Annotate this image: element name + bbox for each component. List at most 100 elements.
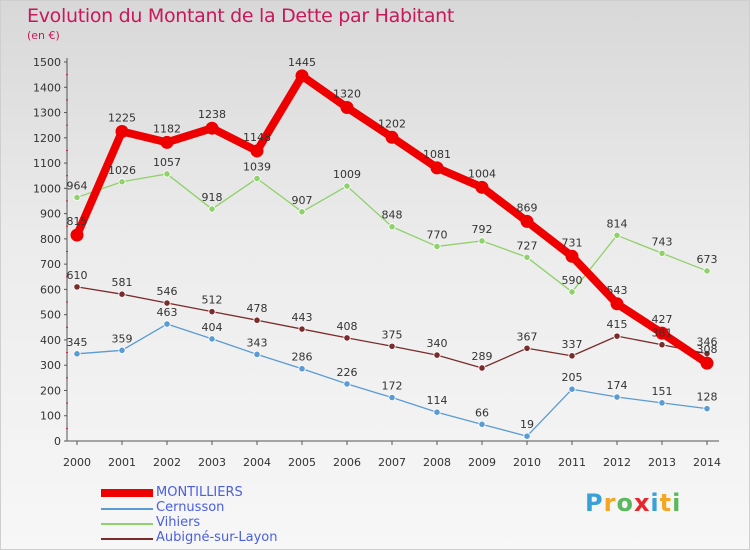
data-point-vihiers: [208, 205, 216, 213]
legend-swatch: [101, 523, 153, 525]
data-label-cernusson: 463: [157, 306, 178, 319]
logo-letter: o: [616, 489, 634, 517]
data-label-vihiers: 1057: [153, 156, 181, 169]
data-point-aubign-sur-layon: [388, 342, 396, 350]
legend-swatch: [101, 538, 153, 540]
data-label-vihiers: 814: [607, 217, 628, 230]
data-label-vihiers: 1039: [243, 160, 271, 173]
y-tick-label: 0: [54, 435, 61, 448]
data-label-cernusson: 404: [202, 321, 223, 334]
data-point-montilliers: [610, 297, 624, 311]
data-label-vihiers: 1026: [108, 164, 136, 177]
y-tick-label: 300: [40, 359, 61, 372]
x-tick-label: 2014: [693, 456, 721, 469]
data-label-aubign-sur-layon: 546: [157, 285, 178, 298]
data-label-montilliers: 543: [607, 284, 628, 297]
data-point-montilliers: [205, 121, 219, 135]
data-label-montilliers: 1320: [333, 87, 361, 100]
y-tick-label: 1000: [33, 182, 61, 195]
x-tick-label: 2006: [333, 456, 361, 469]
data-point-vihiers: [478, 237, 486, 245]
data-label-vihiers: 792: [472, 223, 493, 236]
data-label-montilliers: 815: [67, 215, 88, 228]
legend-swatch: [101, 508, 153, 510]
data-label-cernusson: 226: [337, 366, 358, 379]
data-point-cernusson: [703, 405, 711, 413]
y-tick-label: 1200: [33, 132, 61, 145]
y-tick-label: 700: [40, 258, 61, 271]
data-point-cernusson: [118, 346, 126, 354]
data-label-vihiers: 964: [67, 179, 88, 192]
data-label-montilliers: 1445: [288, 56, 316, 69]
logo-letter: x: [633, 489, 651, 517]
data-label-montilliers: 1238: [198, 108, 226, 121]
data-label-vihiers: 848: [382, 209, 403, 222]
x-tick-label: 2008: [423, 456, 451, 469]
data-label-vihiers: 673: [697, 253, 718, 266]
data-point-montilliers: [700, 356, 714, 370]
data-label-montilliers: 1202: [378, 117, 406, 130]
data-label-montilliers: 427: [652, 313, 673, 326]
data-point-cernusson: [298, 365, 306, 373]
data-label-cernusson: 174: [607, 379, 628, 392]
data-point-vihiers: [658, 249, 666, 257]
y-tick-label: 200: [40, 384, 61, 397]
y-tick-label: 900: [40, 208, 61, 221]
logo-letter: i: [672, 489, 682, 517]
unit-label: (en €): [27, 29, 60, 42]
data-point-vihiers: [163, 170, 171, 178]
data-label-aubign-sur-layon: 375: [382, 328, 403, 341]
data-point-cernusson: [343, 380, 351, 388]
x-tick-label: 2013: [648, 456, 676, 469]
data-point-aubign-sur-layon: [298, 325, 306, 333]
data-label-montilliers: 308: [697, 343, 718, 356]
x-tick-label: 2012: [603, 456, 631, 469]
y-tick-label: 600: [40, 283, 61, 296]
data-label-aubign-sur-layon: 443: [292, 311, 313, 324]
data-point-montilliers: [115, 124, 129, 138]
data-point-montilliers: [70, 228, 84, 242]
legend-label: Cernusson: [156, 500, 225, 515]
data-label-vihiers: 727: [517, 239, 538, 252]
data-label-cernusson: 286: [292, 351, 313, 364]
y-tick-label: 1400: [33, 81, 61, 94]
y-tick-label: 800: [40, 233, 61, 246]
line-chart: 0 100 200 300 400 500 600 700 800 900 1000 1100 1200…: [33, 56, 721, 469]
data-point-vihiers: [433, 242, 441, 251]
y-tick-label: 400: [40, 334, 61, 347]
data-point-aubign-sur-layon: [163, 299, 171, 307]
x-tick-label: 2001: [108, 456, 136, 469]
data-point-aubign-sur-layon: [118, 290, 126, 298]
data-point-vihiers: [523, 253, 531, 261]
data-point-cernusson: [73, 350, 81, 358]
data-labels: 815 1225 1182 1238 1148 1445 1320 1202 1081 1004 8…: [67, 56, 718, 431]
data-point-cernusson: [208, 335, 216, 343]
data-label-vihiers: 770: [427, 228, 448, 241]
x-tick-label: 2002: [153, 456, 181, 469]
data-point-cernusson: [163, 320, 171, 328]
data-point-aubign-sur-layon: [658, 341, 666, 349]
data-label-vihiers: 1009: [333, 168, 361, 181]
data-label-vihiers: 590: [562, 274, 583, 287]
data-point-montilliers: [655, 326, 669, 340]
data-point-cernusson: [613, 393, 621, 401]
data-point-cernusson: [253, 350, 261, 358]
data-label-montilliers: 1182: [153, 122, 181, 135]
legend-swatch: [101, 489, 153, 497]
legend-label: Vihiers: [156, 515, 201, 530]
data-label-aubign-sur-layon: 289: [472, 350, 493, 363]
data-point-aubign-sur-layon: [478, 364, 486, 372]
data-point-vihiers: [253, 174, 261, 183]
data-point-cernusson: [478, 420, 486, 428]
y-tick-label: 100: [40, 410, 61, 423]
data-label-aubign-sur-layon: 581: [112, 276, 133, 289]
data-point-vihiers: [73, 193, 81, 202]
data-point-vihiers: [118, 178, 126, 186]
data-point-vihiers: [388, 223, 396, 231]
data-point-montilliers: [250, 144, 264, 158]
data-label-montilliers: 1081: [423, 148, 451, 161]
data-point-cernusson: [523, 432, 531, 440]
y-tick-label: 1300: [33, 107, 61, 120]
data-label-aubign-sur-layon: 408: [337, 320, 358, 333]
